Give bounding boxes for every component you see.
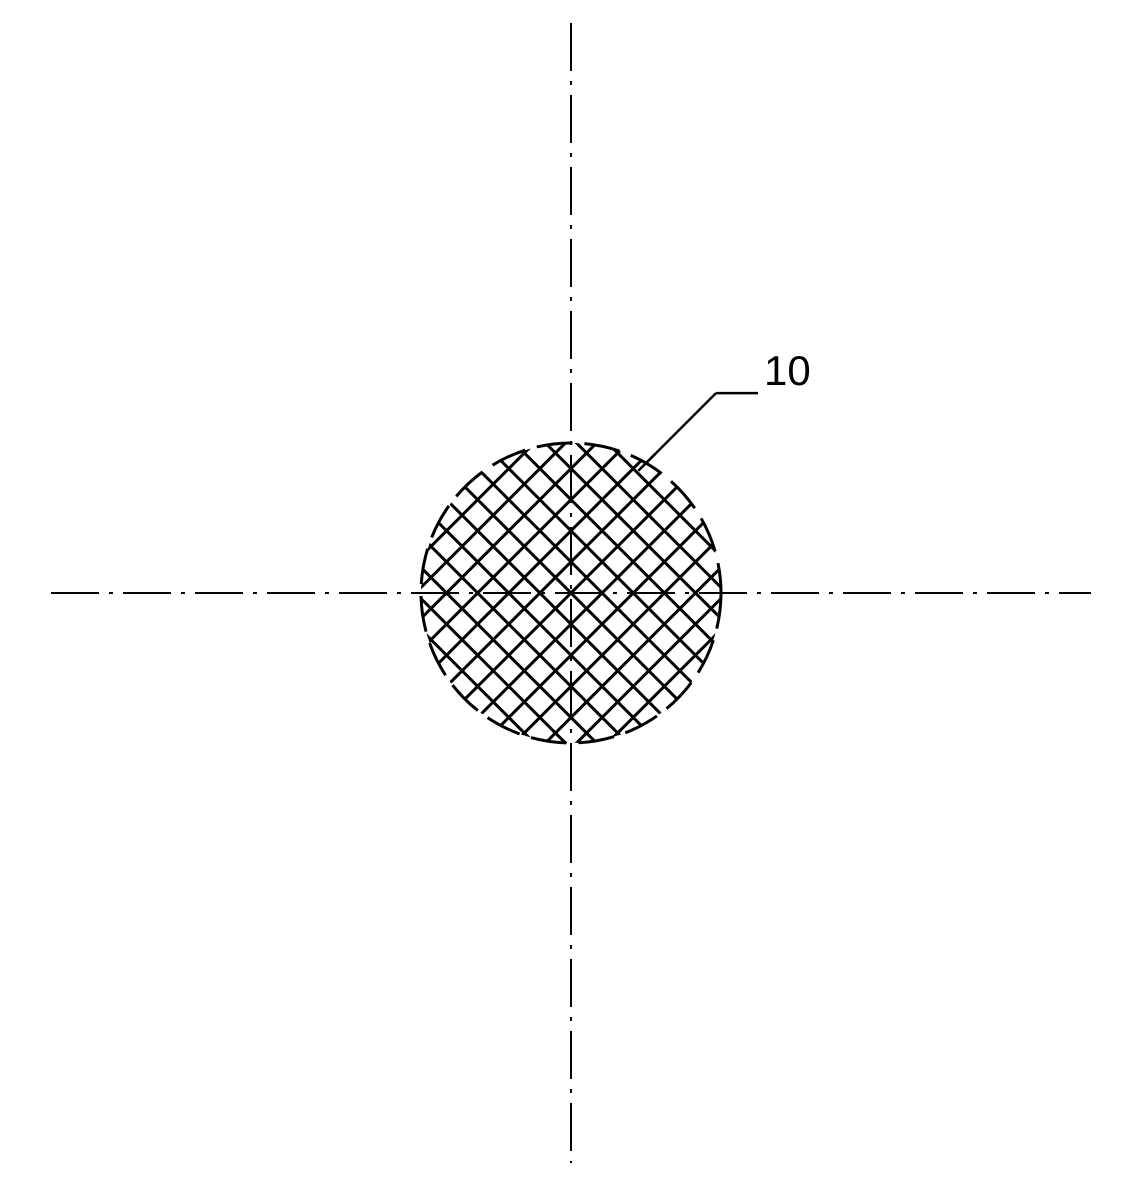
callout-10: 10 (638, 347, 810, 471)
callout-label: 10 (764, 347, 811, 394)
diagram-canvas: 10 (0, 0, 1142, 1186)
callout-leader (646, 393, 716, 463)
diagram-svg: 10 (0, 0, 1142, 1186)
